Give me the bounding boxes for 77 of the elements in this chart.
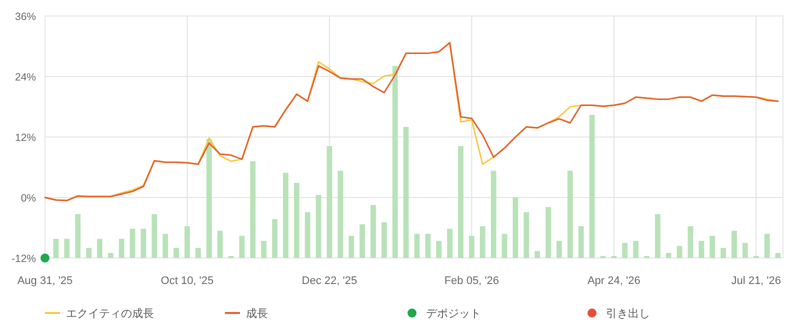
bar bbox=[633, 240, 638, 258]
bar bbox=[622, 242, 628, 258]
bar bbox=[294, 182, 300, 258]
y-tick-label: 0% bbox=[20, 192, 36, 204]
bar bbox=[304, 212, 310, 258]
bar bbox=[261, 240, 267, 258]
bar bbox=[370, 205, 376, 258]
bar bbox=[775, 252, 781, 258]
bar bbox=[546, 207, 551, 258]
bar bbox=[64, 238, 70, 258]
bar bbox=[447, 228, 452, 258]
bar bbox=[118, 238, 124, 258]
bar bbox=[326, 146, 332, 258]
bar bbox=[360, 224, 365, 258]
bar bbox=[152, 214, 158, 258]
legend-label: 引き出し bbox=[606, 307, 650, 320]
legend-label: エクイティの成長 bbox=[66, 307, 154, 320]
bar bbox=[468, 236, 474, 258]
bar bbox=[490, 170, 496, 258]
bar bbox=[316, 194, 322, 258]
bar bbox=[654, 214, 660, 258]
bar bbox=[184, 226, 190, 258]
bar bbox=[425, 234, 431, 258]
bar bbox=[534, 250, 540, 258]
bar bbox=[710, 236, 716, 258]
bar bbox=[480, 226, 486, 258]
bar bbox=[698, 240, 704, 258]
bar bbox=[458, 146, 464, 258]
bar bbox=[392, 66, 398, 258]
bar bbox=[578, 226, 584, 258]
bar bbox=[282, 172, 288, 258]
bar bbox=[53, 238, 59, 258]
bar bbox=[589, 114, 595, 258]
x-tick-label: Aug 31, '25 bbox=[17, 275, 73, 287]
x-tick-label: Apr 24, '26 bbox=[587, 275, 640, 287]
bar bbox=[512, 196, 518, 258]
bar bbox=[688, 226, 694, 258]
bar bbox=[239, 236, 245, 258]
bar bbox=[403, 126, 409, 258]
legend-label: デポジット bbox=[426, 308, 481, 320]
bar bbox=[381, 222, 387, 258]
bar bbox=[97, 238, 102, 258]
bar bbox=[414, 234, 420, 258]
bar bbox=[272, 219, 278, 258]
y-tick-label: -12% bbox=[11, 253, 36, 265]
y-tick-label: 36% bbox=[14, 11, 36, 23]
x-tick-label: Dec 22, '25 bbox=[302, 275, 358, 287]
bar bbox=[86, 248, 92, 258]
bar bbox=[338, 170, 344, 258]
bar bbox=[108, 252, 114, 258]
bar bbox=[676, 246, 682, 258]
bar bbox=[250, 161, 256, 258]
bar bbox=[140, 228, 146, 258]
bar bbox=[764, 234, 770, 258]
bar bbox=[174, 248, 179, 258]
x-tick-label: Feb 05, '26 bbox=[444, 275, 500, 287]
y-tick-label: 12% bbox=[14, 132, 36, 144]
x-tick-label: Jul 21, '26 bbox=[731, 275, 782, 287]
bar bbox=[524, 212, 530, 258]
bar bbox=[732, 230, 737, 258]
bar bbox=[556, 240, 562, 258]
bar bbox=[502, 234, 508, 258]
bar bbox=[130, 228, 136, 258]
bar bbox=[206, 139, 212, 258]
y-tick-label: 24% bbox=[14, 72, 36, 84]
bar bbox=[666, 252, 672, 258]
bar bbox=[742, 242, 748, 258]
bar bbox=[162, 234, 168, 258]
legend-label: 成長 bbox=[246, 307, 268, 320]
bar bbox=[567, 170, 573, 258]
bar bbox=[217, 230, 223, 258]
x-tick-label: Oct 10, '25 bbox=[160, 275, 214, 287]
bar bbox=[348, 236, 354, 258]
bar bbox=[720, 248, 726, 258]
bar bbox=[436, 240, 442, 258]
bar bbox=[195, 248, 201, 258]
bar bbox=[75, 214, 81, 258]
